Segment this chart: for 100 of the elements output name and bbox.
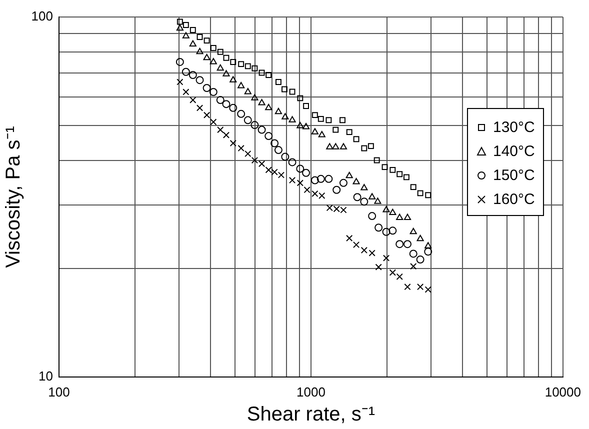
point	[238, 82, 245, 88]
point	[360, 184, 368, 190]
point	[196, 34, 203, 40]
point	[416, 234, 424, 242]
point	[346, 172, 353, 178]
point	[346, 129, 352, 136]
point	[282, 86, 288, 92]
point	[318, 192, 326, 199]
point	[388, 226, 397, 235]
point	[202, 84, 211, 92]
point	[425, 192, 432, 198]
y-axis-title: Viscosity, Pa s⁻¹	[2, 126, 25, 268]
legend-label: 160°C	[493, 190, 535, 208]
point	[396, 273, 403, 280]
point	[182, 68, 190, 76]
point	[332, 126, 339, 133]
point	[340, 206, 347, 214]
point	[416, 284, 424, 290]
point	[396, 240, 404, 248]
point	[390, 166, 396, 173]
point	[346, 234, 353, 242]
point	[389, 269, 396, 276]
point	[204, 38, 210, 44]
point	[424, 286, 432, 293]
point	[409, 250, 418, 258]
point	[196, 48, 204, 54]
point	[318, 131, 326, 138]
x-tick-label: 1000	[296, 384, 326, 400]
point	[196, 104, 204, 112]
point	[368, 250, 376, 256]
point	[182, 32, 190, 38]
point	[188, 71, 197, 80]
point	[360, 246, 368, 254]
point	[312, 112, 318, 118]
point	[403, 174, 410, 180]
point	[297, 95, 304, 102]
point	[389, 208, 396, 215]
point	[368, 212, 376, 220]
point	[382, 254, 390, 262]
point	[332, 143, 340, 150]
point	[210, 58, 217, 64]
x-tick-label: 10000	[544, 384, 582, 400]
point	[217, 126, 224, 134]
x-tick-label: 100	[48, 384, 70, 400]
point	[361, 145, 368, 152]
point	[382, 164, 388, 170]
point	[333, 206, 340, 212]
point	[289, 88, 296, 95]
point	[375, 264, 382, 270]
point	[360, 198, 368, 206]
point	[210, 45, 216, 51]
point	[410, 184, 416, 190]
point	[302, 122, 310, 130]
point	[368, 193, 376, 200]
point	[288, 176, 296, 184]
point	[382, 206, 390, 212]
legend-label: 150°C	[493, 166, 535, 184]
point	[288, 116, 296, 122]
point	[196, 76, 204, 84]
point	[216, 64, 224, 71]
point	[368, 143, 374, 150]
point	[237, 110, 246, 118]
point	[340, 117, 346, 124]
point	[424, 248, 432, 256]
point	[416, 256, 424, 264]
point	[318, 116, 324, 122]
point	[396, 171, 403, 178]
point	[326, 204, 333, 212]
point	[303, 103, 310, 109]
point	[417, 190, 424, 196]
point	[190, 27, 196, 34]
point	[203, 112, 210, 118]
point	[274, 108, 282, 114]
point	[312, 190, 318, 198]
point	[353, 193, 362, 202]
point	[217, 48, 224, 55]
point	[190, 96, 196, 104]
point	[296, 122, 304, 128]
point	[404, 214, 412, 220]
point	[282, 113, 289, 120]
legend-label: 130°C	[493, 118, 535, 136]
point	[182, 22, 189, 28]
point	[189, 40, 196, 47]
point	[311, 128, 318, 134]
point	[424, 242, 432, 248]
point	[275, 78, 282, 85]
point	[403, 240, 412, 248]
point	[410, 228, 417, 234]
point	[209, 88, 218, 96]
legend-label: 140°C	[493, 142, 535, 160]
point	[203, 54, 210, 60]
point	[296, 180, 304, 186]
point	[353, 136, 360, 142]
point	[238, 61, 244, 68]
point	[326, 117, 332, 124]
point	[410, 262, 417, 270]
point	[210, 118, 217, 126]
point	[182, 88, 190, 96]
y-tick-label: 10	[38, 368, 53, 384]
point	[352, 178, 360, 184]
